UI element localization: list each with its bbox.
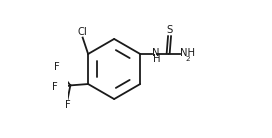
Text: Cl: Cl xyxy=(78,27,88,37)
Text: 2: 2 xyxy=(185,56,190,62)
Text: H: H xyxy=(153,54,160,64)
Text: NH: NH xyxy=(180,48,195,58)
Text: N: N xyxy=(152,48,159,58)
Text: S: S xyxy=(166,25,173,35)
Text: F: F xyxy=(66,100,71,110)
Text: F: F xyxy=(54,62,60,72)
Text: F: F xyxy=(52,82,57,92)
